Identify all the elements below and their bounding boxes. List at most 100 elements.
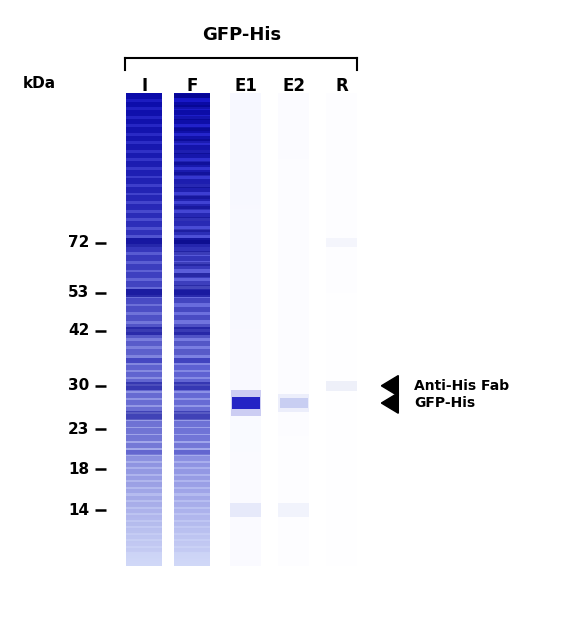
Bar <box>278 301 310 302</box>
Bar <box>327 399 358 400</box>
Bar <box>327 490 358 491</box>
Bar <box>231 261 261 263</box>
Bar <box>174 323 210 325</box>
Bar <box>174 137 210 139</box>
Bar <box>174 96 210 97</box>
Bar <box>278 539 310 541</box>
Bar <box>278 354 310 356</box>
Bar <box>174 370 210 372</box>
Bar <box>231 286 261 288</box>
Bar <box>278 99 310 100</box>
Bar <box>231 525 261 526</box>
Bar <box>327 259 358 261</box>
Bar <box>231 200 261 201</box>
Bar <box>327 268 358 269</box>
Bar <box>278 535 310 537</box>
Bar <box>174 372 210 373</box>
Bar <box>125 94 163 96</box>
Bar <box>125 312 163 313</box>
Bar <box>174 490 210 491</box>
Bar <box>327 466 358 468</box>
Bar <box>125 97 163 99</box>
Bar <box>327 334 358 335</box>
Bar <box>174 390 210 392</box>
Bar <box>125 419 163 420</box>
Bar <box>278 214 310 215</box>
Bar <box>327 180 358 181</box>
Bar <box>327 332 358 334</box>
Bar <box>125 203 163 204</box>
Bar <box>231 307 261 309</box>
Bar <box>327 535 358 537</box>
Bar <box>231 366 261 367</box>
Bar <box>174 298 210 304</box>
Bar <box>327 112 358 113</box>
Bar <box>278 470 310 471</box>
Bar <box>125 244 163 245</box>
Bar <box>231 97 261 99</box>
Bar <box>327 446 358 447</box>
Bar <box>231 411 261 413</box>
Bar <box>278 150 310 151</box>
Bar <box>231 156 261 157</box>
Bar <box>231 252 261 254</box>
Bar <box>174 436 210 438</box>
Bar <box>278 130 310 132</box>
Bar <box>327 115 358 116</box>
Text: 18: 18 <box>68 462 89 477</box>
Text: E1: E1 <box>234 77 257 95</box>
Bar <box>174 449 210 450</box>
Bar <box>125 410 163 411</box>
Bar <box>125 376 163 378</box>
Bar <box>125 339 163 340</box>
Bar <box>174 504 210 505</box>
Bar <box>174 264 210 269</box>
Bar <box>278 304 310 305</box>
Bar <box>174 168 210 170</box>
Bar <box>125 443 163 448</box>
Bar <box>278 512 310 514</box>
Bar <box>327 121 358 123</box>
Bar <box>231 386 261 387</box>
Bar <box>174 171 210 173</box>
Bar <box>174 537 210 539</box>
Bar <box>174 342 210 343</box>
Bar <box>327 105 358 107</box>
Bar <box>231 330 261 332</box>
Bar <box>174 222 210 224</box>
Bar <box>278 424 310 425</box>
Bar <box>125 195 163 197</box>
Bar <box>231 342 261 343</box>
Bar <box>327 96 358 97</box>
Bar <box>125 325 163 326</box>
Bar <box>174 130 210 132</box>
Bar <box>278 115 310 116</box>
Text: GFP-His: GFP-His <box>202 26 281 44</box>
Bar <box>278 463 310 465</box>
Bar <box>231 376 261 378</box>
Bar <box>327 130 358 132</box>
Bar <box>327 286 358 288</box>
Bar <box>125 315 163 321</box>
Bar <box>125 400 163 401</box>
Bar <box>327 127 358 129</box>
Bar <box>125 396 163 397</box>
Bar <box>125 450 163 454</box>
Bar <box>327 235 358 236</box>
Bar <box>231 515 261 517</box>
Bar <box>327 289 358 291</box>
Bar <box>125 181 163 183</box>
Bar <box>174 150 210 154</box>
Bar <box>231 372 261 373</box>
Bar <box>327 546 358 548</box>
Bar <box>174 383 210 384</box>
Bar <box>125 548 163 550</box>
Bar <box>174 511 210 512</box>
Bar <box>327 339 358 340</box>
Text: F: F <box>186 77 198 95</box>
Bar <box>231 498 261 499</box>
Bar <box>174 523 210 525</box>
Bar <box>327 514 358 515</box>
Bar <box>278 168 310 170</box>
Bar <box>125 463 163 465</box>
